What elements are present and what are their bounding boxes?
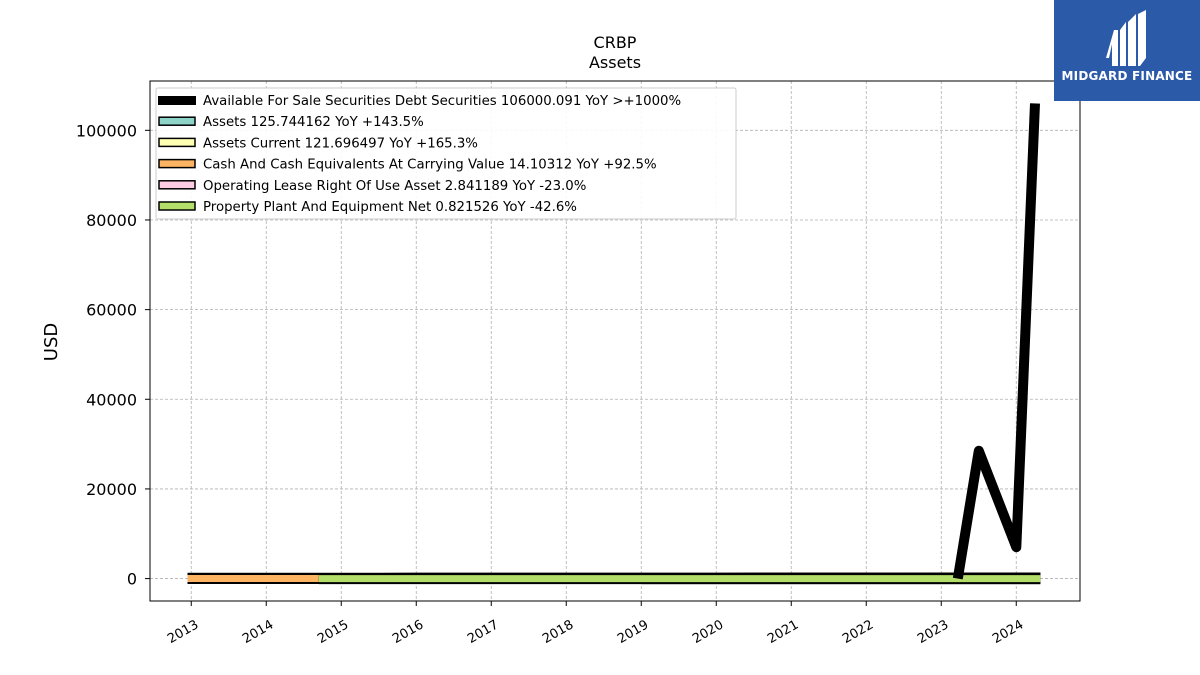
legend-swatch [158, 180, 196, 190]
watermark-text: MIDGARD FINANCE [1061, 69, 1193, 83]
legend-swatch [158, 201, 196, 211]
x-tick-label: 2020 [690, 617, 726, 647]
y-tick-label: 80000 [86, 211, 137, 230]
x-tick-label: 2024 [990, 617, 1026, 647]
series-line-available-for-sale-securities [952, 103, 1040, 580]
x-tick-label: 2018 [540, 617, 576, 647]
chart-subtitle: Assets [589, 53, 641, 72]
watermark-logo: MIDGARD FINANCE [1054, 0, 1200, 101]
x-tick-label: 2015 [315, 617, 351, 647]
x-tick-label: 2017 [465, 617, 501, 647]
y-tick-label: 100000 [76, 121, 137, 140]
x-tick-label: 2014 [240, 617, 276, 647]
logo-mark-icon [1106, 10, 1146, 66]
legend-entry: Available For Sale Securities Debt Secur… [203, 94, 681, 109]
x-tick-label: 2016 [390, 617, 426, 647]
y-axis-label: USD [41, 323, 62, 361]
legend-swatch [158, 96, 196, 105]
legend-entry: Assets 125.744162 YoY +143.5% [203, 115, 424, 130]
y-tick-label: 0 [127, 570, 137, 589]
legend-swatch [158, 137, 196, 148]
x-tick-label: 2023 [915, 617, 951, 647]
legend-swatch [158, 116, 196, 126]
x-tick-label: 2022 [840, 617, 876, 647]
y-tick-label: 60000 [86, 301, 137, 320]
legend-entry: Operating Lease Right Of Use Asset 2.841… [203, 179, 586, 194]
y-tick-label: 20000 [86, 480, 137, 499]
line-series [952, 103, 1040, 580]
legend-entry: Property Plant And Equipment Net 0.82152… [203, 200, 577, 215]
legend-box [155, 87, 737, 220]
x-tick-label: 2019 [615, 617, 651, 647]
legend: Available For Sale Securities Debt Secur… [155, 87, 737, 220]
plot-frame [149, 80, 1081, 602]
band-series [187, 572, 1041, 585]
chart-title: CRBP [594, 33, 637, 52]
legend-entry: Assets Current 121.696497 YoY +165.3% [203, 136, 478, 151]
x-tick-label: 2021 [765, 617, 801, 647]
x-tick-label: 2013 [165, 617, 201, 647]
y-tick-label: 40000 [86, 390, 137, 409]
legend-entry: Cash And Cash Equivalents At Carrying Va… [203, 158, 657, 173]
legend-swatch [158, 158, 196, 169]
